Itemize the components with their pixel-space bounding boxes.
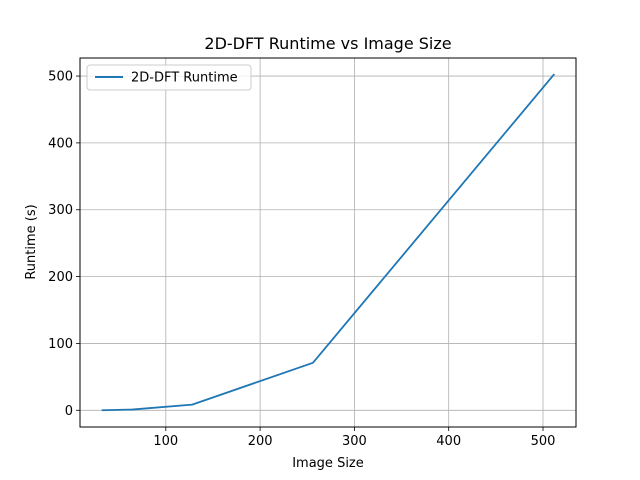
grid-layer: [80, 58, 576, 427]
y-tick-label: 100: [48, 337, 73, 352]
x-tick-label: 200: [248, 434, 273, 449]
y-tick-label: 0: [65, 404, 73, 419]
x-tick-label: 400: [436, 434, 461, 449]
plot-frame: [79, 57, 577, 428]
y-tick-label: 400: [48, 136, 73, 151]
y-axis-title: Runtime (s): [24, 204, 39, 279]
x-axis-title: Image Size: [292, 456, 364, 471]
legend-box: [86, 64, 252, 91]
series-layer: [101, 73, 556, 412]
x-tick-label: 100: [153, 434, 178, 449]
x-tick-label: 300: [342, 434, 367, 449]
chart-title: 2D-DFT Runtime vs Image Size: [204, 34, 451, 53]
legend: 2D-DFT Runtime: [86, 64, 252, 91]
y-tick-label: 500: [48, 70, 73, 85]
legend-label: 2D-DFT Runtime: [131, 71, 238, 86]
series-line: [101, 73, 556, 412]
y-tick-label: 200: [48, 270, 73, 285]
x-tick-label: 500: [531, 434, 556, 449]
y-tick-label: 300: [48, 203, 73, 218]
tick-layer: 100 200 300 400 500 0 100 200 300 400 500: [48, 70, 555, 449]
